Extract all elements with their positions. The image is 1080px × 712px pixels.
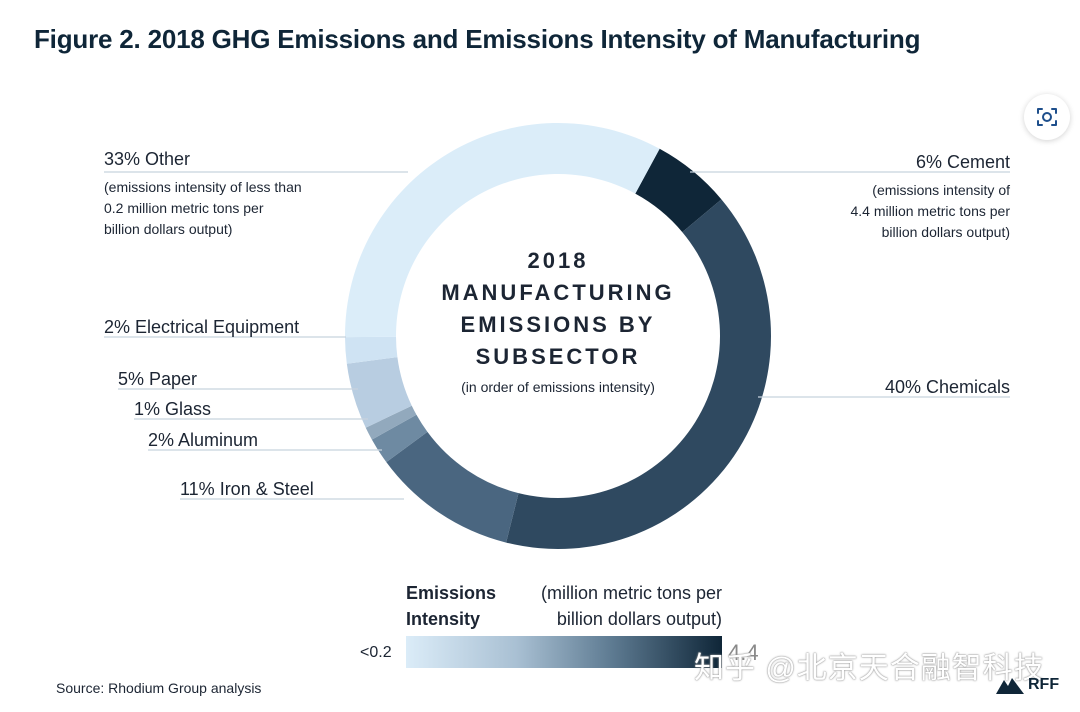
center-subtext: (in order of emissions intensity) xyxy=(461,379,655,395)
slice-note-7-0: (emissions intensity of less than xyxy=(104,179,302,195)
slice-label-3: 2% Aluminum xyxy=(148,430,258,450)
center-text-2: EMISSIONS BY xyxy=(461,312,656,337)
slice-5 xyxy=(346,357,412,428)
slice-4 xyxy=(365,405,417,440)
slice-6 xyxy=(345,336,398,364)
slice-1 xyxy=(506,199,772,550)
source-note: Source: Rhodium Group analysis xyxy=(56,680,262,696)
slice-0 xyxy=(635,148,722,233)
slice-label-5: 5% Paper xyxy=(118,369,197,389)
slice-note-0-1: 4.4 million metric tons per xyxy=(850,203,1010,219)
slice-label-4: 1% Glass xyxy=(134,399,211,419)
slice-7 xyxy=(345,122,660,338)
slice-note-0-2: billion dollars output) xyxy=(882,224,1010,240)
legend-min-label: <0.2 xyxy=(360,644,392,661)
lens-button[interactable] xyxy=(1024,94,1070,140)
logo-text: RFF xyxy=(1028,676,1060,693)
slice-2 xyxy=(386,431,519,543)
legend-title-line-2: Intensity xyxy=(406,609,481,629)
center-text-3: SUBSECTOR xyxy=(476,344,641,369)
center-text-0: 2018 xyxy=(528,248,589,273)
slice-note-7-1: 0.2 million metric tons per xyxy=(104,200,264,216)
legend-unit-line-1: (million metric tons per xyxy=(540,583,722,603)
slice-3 xyxy=(371,414,428,463)
slice-label-7: 33% Other xyxy=(104,149,190,169)
slice-label-0: 6% Cement xyxy=(916,152,1010,172)
legend-title-line-1: Emissions xyxy=(406,583,497,603)
legend-unit: (million metric tons per billion dollars… xyxy=(541,580,722,632)
figure-title: Figure 2. 2018 GHG Emissions and Emissio… xyxy=(34,24,921,54)
lens-scan-icon xyxy=(1037,108,1057,126)
legend-max-label: 4.4 xyxy=(728,640,759,665)
slice-label-6: 2% Electrical Equipment xyxy=(104,317,299,337)
center-text-1: MANUFACTURING xyxy=(441,280,674,305)
slice-label-1: 40% Chemicals xyxy=(885,377,1010,397)
rff-logo: RFF xyxy=(996,676,1059,694)
watermark: 知乎 @北京天合融智科技 xyxy=(694,652,1045,685)
rff-mountain-logo xyxy=(996,678,1024,694)
legend-gradient-bar xyxy=(406,636,722,668)
slice-label-2: 11% Iron & Steel xyxy=(180,479,314,499)
slice-note-7-2: billion dollars output) xyxy=(104,221,232,237)
slice-note-0-0: (emissions intensity of xyxy=(872,182,1010,198)
legend-unit-line-2: billion dollars output) xyxy=(556,609,722,629)
legend-title: Emissions Intensity xyxy=(406,580,496,632)
